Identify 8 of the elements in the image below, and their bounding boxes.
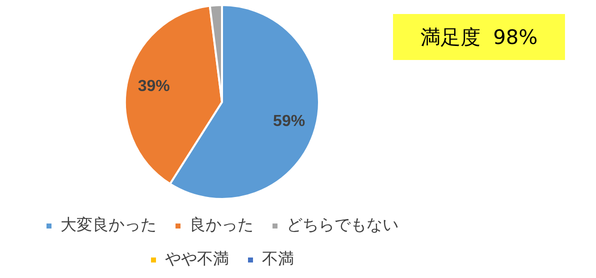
legend-label: どちらでもない (286, 215, 398, 234)
legend-label: 良かった (190, 215, 254, 234)
data-label: 59% (273, 112, 306, 130)
data-label: 39% (138, 78, 170, 96)
legend-label: 不満 (262, 249, 294, 268)
legend-label: やや不満 (165, 249, 229, 268)
text: 満足度 98% (393, 14, 565, 60)
legend-label: 大変良かった (60, 215, 156, 234)
